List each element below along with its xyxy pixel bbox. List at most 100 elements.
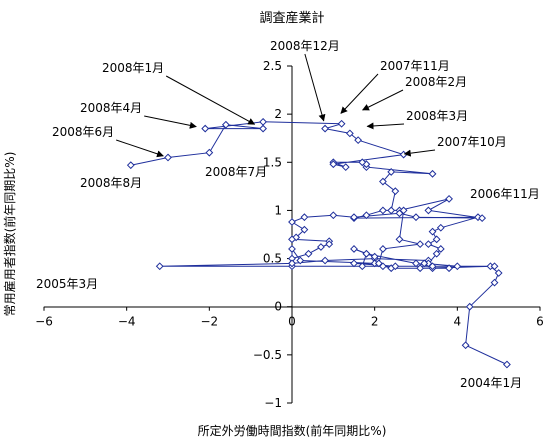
data-point xyxy=(350,259,358,268)
data-point xyxy=(358,262,367,271)
annotation-label: 2008年7月 xyxy=(205,165,267,179)
data-point xyxy=(424,206,433,215)
x-tick-label: 2 xyxy=(371,315,379,329)
data-point xyxy=(354,136,363,145)
data-point xyxy=(362,249,371,258)
data-point xyxy=(201,124,210,133)
data-point xyxy=(416,240,425,249)
y-tick-label: 1.5 xyxy=(263,155,282,169)
data-point xyxy=(221,120,230,129)
data-point xyxy=(321,256,329,265)
chart-title: 調査産業計 xyxy=(259,10,324,26)
data-point xyxy=(428,262,437,271)
annotation-label: 2008年3月 xyxy=(406,109,468,123)
data-point xyxy=(399,150,408,159)
data-point xyxy=(445,264,453,273)
annotation-label: 2008年1月 xyxy=(102,61,164,75)
x-tick-label: 4 xyxy=(454,315,462,329)
data-point xyxy=(345,129,354,138)
annotation-label: 2005年3月 xyxy=(36,277,98,291)
y-tick-label: −0.5 xyxy=(253,348,282,362)
data-point xyxy=(379,177,387,186)
data-point xyxy=(432,249,441,258)
data-point xyxy=(412,213,420,222)
data-point xyxy=(412,259,420,268)
data-point xyxy=(321,124,329,133)
x-axis-label: 所定外労働時間指数(前年同期比%) xyxy=(198,423,387,438)
data-point xyxy=(432,235,441,244)
annotation-layer: 2008年12月2007年11月2008年2月2008年1月2008年3月200… xyxy=(36,39,540,390)
data-point xyxy=(155,262,164,271)
x-tick-label: 6 xyxy=(536,315,544,329)
data-point xyxy=(379,206,387,215)
data-point xyxy=(329,160,338,169)
y-tick-label: −1 xyxy=(264,396,282,410)
data-point xyxy=(453,262,462,271)
annotation-label: 2007年11月 xyxy=(380,59,450,73)
annotation-label: 2004年1月 xyxy=(460,376,522,390)
data-point xyxy=(399,206,408,215)
annotation-arrow xyxy=(340,73,379,114)
annotation-arrow xyxy=(304,53,326,122)
data-point xyxy=(341,163,350,172)
annotation-arrow xyxy=(403,149,436,157)
x-tick-label: −2 xyxy=(200,315,218,329)
annotation-label: 2008年4月 xyxy=(80,101,142,115)
data-point xyxy=(329,211,338,220)
data-point xyxy=(428,169,437,178)
data-point xyxy=(387,168,396,176)
annotation-arrow xyxy=(116,139,164,158)
data-point xyxy=(259,117,267,126)
data-point xyxy=(362,211,371,220)
data-point xyxy=(358,158,367,167)
annotation-arrow xyxy=(366,122,405,130)
x-tick-label: −6 xyxy=(35,315,53,329)
data-point xyxy=(325,240,334,249)
data-point xyxy=(391,262,400,271)
data-point xyxy=(300,213,309,222)
data-point xyxy=(445,194,453,203)
data-point xyxy=(205,148,214,157)
data-point xyxy=(503,360,511,369)
y-axis-ticks: −1−0.500.511.522.5 xyxy=(253,59,292,410)
data-point xyxy=(296,256,305,265)
data-point xyxy=(164,153,172,162)
data-point xyxy=(288,245,296,253)
data-point xyxy=(391,187,400,196)
data-point xyxy=(416,264,425,273)
data-point xyxy=(490,278,499,287)
data-point xyxy=(424,240,433,249)
data-point xyxy=(304,249,313,258)
annotation-label: 2006年11月 xyxy=(470,187,540,201)
data-point xyxy=(436,245,445,253)
x-axis-ticks: −6 −4 −2 0 2 4 6 xyxy=(35,306,544,329)
data-point xyxy=(350,213,358,222)
annotation-arrow xyxy=(361,89,404,111)
series-layer xyxy=(126,117,511,369)
annotation-arrow xyxy=(144,115,197,129)
y-axis-label: 常用雇用者指数(前年同期比%) xyxy=(2,152,17,317)
annotation-label: 2008年6月 xyxy=(52,125,114,139)
annotation-label: 2007年10月 xyxy=(437,135,507,149)
x-axis: −6 −4 −2 0 2 4 6 xyxy=(35,306,544,329)
data-point xyxy=(337,119,346,128)
annotation-arrow xyxy=(165,75,256,125)
y-tick-label: 2 xyxy=(274,107,282,121)
data-point xyxy=(126,161,135,170)
data-point xyxy=(259,124,267,133)
data-point xyxy=(461,341,470,350)
data-point xyxy=(420,259,429,268)
data-point xyxy=(300,225,309,234)
data-point xyxy=(436,223,445,232)
data-point xyxy=(288,235,296,244)
data-point xyxy=(428,227,437,236)
x-tick-label: 0 xyxy=(288,315,296,329)
data-point xyxy=(474,213,482,222)
y-tick-label: 1 xyxy=(274,203,282,217)
annotation-label: 2008年12月 xyxy=(270,39,340,53)
data-point xyxy=(490,262,499,271)
annotation-label: 2008年8月 xyxy=(80,176,142,190)
data-point xyxy=(387,206,396,215)
data-point xyxy=(465,302,474,311)
